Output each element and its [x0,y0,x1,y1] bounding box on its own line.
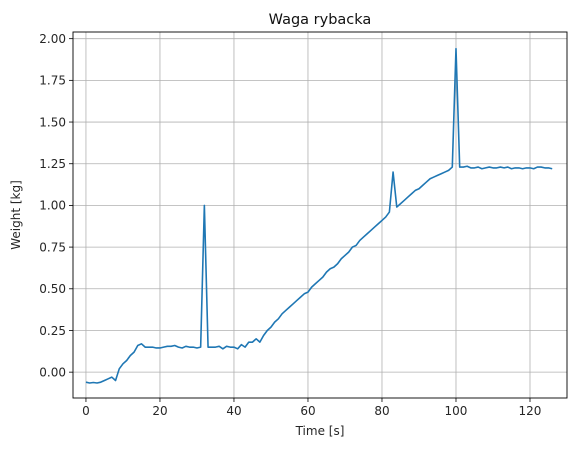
x-tick-label: 60 [300,404,315,418]
y-tick-label: 1.75 [39,74,66,88]
y-tick-label: 0.75 [39,240,66,254]
y-tick-label: 2.00 [39,32,66,46]
x-tick-label: 100 [445,404,468,418]
y-axis-label: Weight [kg] [9,180,23,250]
y-tick-label: 0.25 [39,324,66,338]
y-tick-label: 1.50 [39,115,66,129]
grid [73,32,567,398]
x-tick-label: 80 [374,404,389,418]
x-tick-label: 0 [82,404,90,418]
plot-frame [72,31,568,399]
axis-ticks: 0 20 40 60 80 100 120 0.00 0.25 0.50 0.75 1.00 1.25 1… [39,32,541,418]
y-tick-label: 1.25 [39,157,66,171]
y-tick-label: 0.00 [39,365,66,379]
x-tick-label: 20 [152,404,167,418]
x-tick-label: 40 [226,404,241,418]
series-line [85,47,553,384]
x-axis-label: Time [s] [295,424,345,438]
series-lines [85,47,553,384]
x-tick-label: 120 [519,404,542,418]
chart-title: Waga rybacka [269,12,372,28]
y-tick-label: 0.50 [39,282,66,296]
y-tick-label: 1.00 [39,199,66,213]
